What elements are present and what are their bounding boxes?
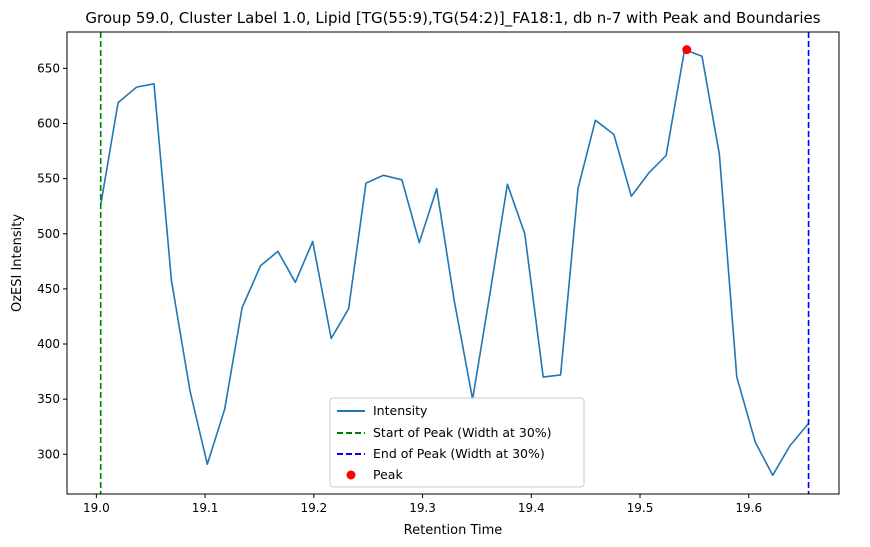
x-tick-label: 19.2 [300,501,327,515]
x-tick-label: 19.6 [735,501,762,515]
legend-label-end-of-peak: End of Peak (Width at 30%) [373,446,545,461]
x-tick-label: 19.0 [83,501,110,515]
legend-label-peak: Peak [373,467,403,482]
y-tick-label: 350 [37,392,60,406]
x-axis: 19.0 19.1 19.2 19.3 19.4 19.5 19.6 [83,494,762,515]
x-tick-label: 19.5 [627,501,654,515]
y-tick-label: 300 [37,447,60,461]
y-tick-label: 400 [37,337,60,351]
y-axis: 300 350 400 450 500 550 600 650 [37,61,67,461]
x-tick-label: 19.3 [409,501,436,515]
y-tick-label: 600 [37,117,60,131]
y-tick-label: 550 [37,172,60,186]
plot-frame [66,31,840,495]
x-axis-label: Retention Time [404,523,503,538]
peak-marker-layer [682,45,692,55]
peak-marker [682,45,692,55]
legend-swatch-peak [346,470,356,480]
chart-title: Group 59.0, Cluster Label 1.0, Lipid [TG… [85,9,820,28]
y-axis-label: OzESI Intensity [10,214,25,312]
legend: Intensity Start of Peak (Width at 30%) E… [329,397,585,488]
legend-label-start-of-peak: Start of Peak (Width at 30%) [373,425,552,440]
legend-label-intensity: Intensity [373,403,428,418]
y-tick-label: 650 [37,61,60,75]
x-tick-label: 19.4 [518,501,545,515]
boundary-lines [99,32,810,494]
y-tick-label: 500 [37,227,60,241]
legend-box [329,397,585,488]
x-tick-label: 19.1 [192,501,219,515]
y-tick-label: 450 [37,282,60,296]
